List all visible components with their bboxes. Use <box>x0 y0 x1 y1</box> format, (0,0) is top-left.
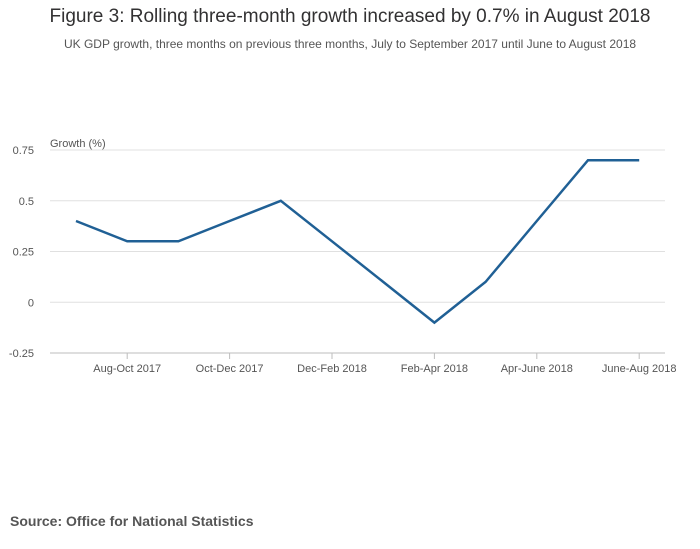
series-layer <box>75 158 640 325</box>
grid-lines <box>50 149 665 354</box>
y-tick-label: -0.25 <box>9 348 34 360</box>
series-line <box>75 158 640 325</box>
y-tick-label: 0.75 <box>13 145 34 157</box>
x-tick-label: Feb-Apr 2018 <box>401 363 468 375</box>
x-tick-label: Apr-June 2018 <box>501 363 573 375</box>
x-tick-label: Oct-Dec 2017 <box>196 363 264 375</box>
y-tick-label: 0.25 <box>13 247 34 259</box>
y-axis-title: Growth (%) <box>50 138 106 150</box>
chart-subtitle: UK GDP growth, three months on previous … <box>63 37 637 51</box>
y-tick-label: 0.5 <box>19 196 34 208</box>
x-tick-label: June-Aug 2018 <box>602 363 677 375</box>
chart-title: Figure 3: Rolling three-month growth inc… <box>49 6 651 27</box>
y-tick-label: 0 <box>28 297 34 309</box>
x-axis-ticks: Aug-Oct 2017 Oct-Dec 2017 Dec-Feb 2018 Feb-… <box>93 353 677 375</box>
x-tick-label: Aug-Oct 2017 <box>93 363 161 375</box>
x-tick-label: Dec-Feb 2018 <box>297 363 367 375</box>
source-note: Source: Office for National Statistics <box>10 513 254 529</box>
y-axis-ticks: 0.75 0.5 0.25 0 -0.25 <box>9 145 34 360</box>
